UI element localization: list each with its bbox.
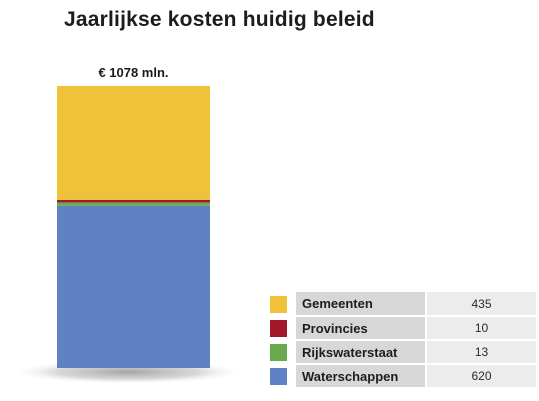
legend-label: Gemeenten (296, 292, 426, 317)
legend-label: Waterschappen (296, 364, 426, 389)
legend-row: Provincies 10 (266, 316, 536, 341)
total-label: € 1078 mln. (98, 65, 168, 80)
legend-value: 435 (425, 292, 536, 317)
bar-segment-waterschappen (57, 205, 210, 368)
legend-row: Rijkswaterstaat 13 (266, 340, 536, 365)
legend-row: Gemeenten 435 (266, 292, 536, 317)
bar-segment-rijkswaterstaat (57, 202, 210, 206)
legend-value: 10 (425, 316, 536, 341)
bar-segment-provincies (57, 199, 210, 203)
bar-stack (57, 86, 210, 368)
legend-swatch (270, 295, 287, 313)
legend-swatch (270, 319, 287, 337)
legend-value: 13 (425, 340, 536, 365)
legend-swatch (270, 343, 287, 361)
chart-title: Jaarlijkse kosten huidig beleid (64, 8, 375, 31)
legend-value: 620 (425, 364, 536, 389)
legend-swatch (270, 367, 287, 385)
bar-segment-gemeenten (57, 86, 210, 200)
legend-table: Gemeenten 435 Provincies 10 Rijkswaterstaat 1… (266, 292, 536, 389)
legend-label: Provincies (296, 316, 426, 341)
legend-row: Waterschappen 620 (266, 364, 536, 389)
legend-label: Rijkswaterstaat (296, 340, 426, 365)
